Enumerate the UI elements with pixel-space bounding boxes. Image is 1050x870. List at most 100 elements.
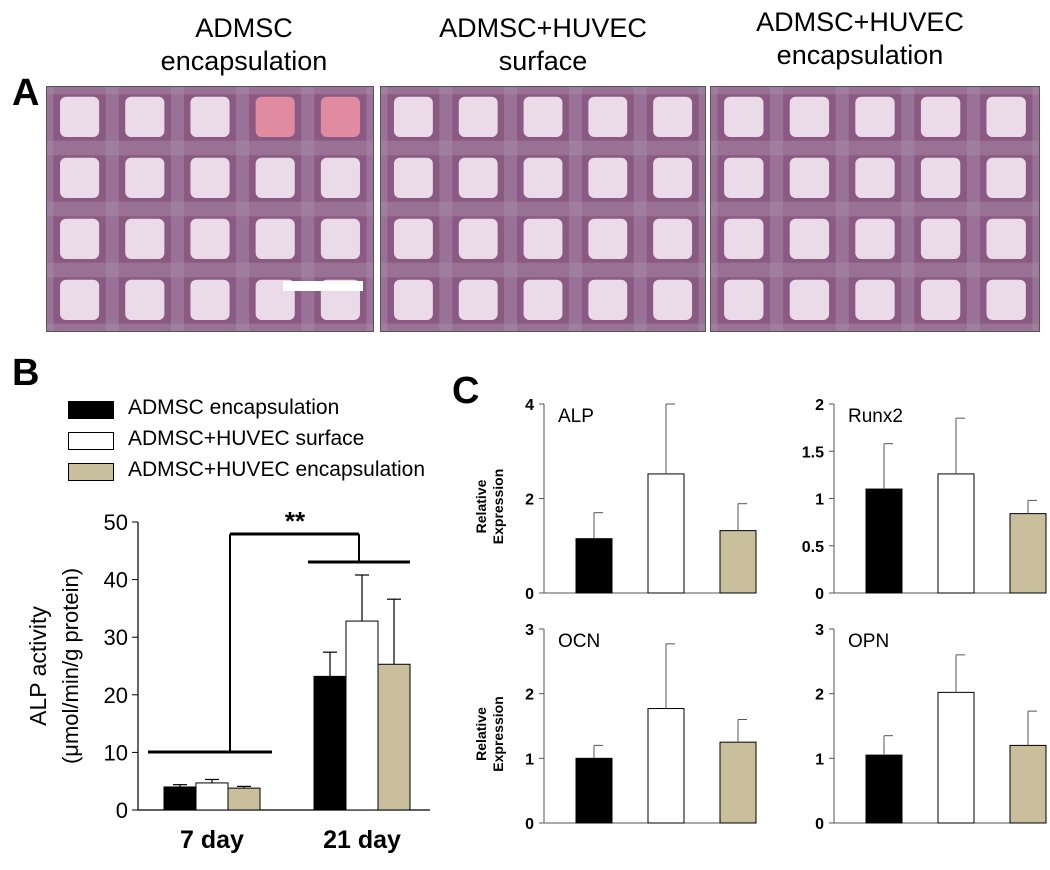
y-tick-label: 0 [116, 798, 128, 823]
scaffold-pore [653, 279, 693, 321]
scaffold-pore [125, 218, 165, 260]
scaffold-pore [60, 96, 100, 138]
runx2-expression-chart: 0 0.5 1 1.5 2 Runx2 [802, 397, 1047, 603]
legend-item-surface: ADMSC+HUVEC surface [66, 426, 486, 456]
scaffold-pore [588, 96, 628, 138]
chart-title: ALP [558, 406, 594, 427]
scaffold-pore [60, 279, 100, 321]
scaffold-pore [523, 96, 563, 138]
chart-title: Runx2 [848, 406, 903, 427]
scaffold-pore [458, 218, 498, 260]
legend: ADMSC encapsulation ADMSC+HUVEC surface … [66, 395, 486, 491]
bar [719, 530, 757, 594]
bar [647, 473, 685, 594]
legend-swatch [68, 463, 114, 481]
bar [647, 708, 685, 824]
scaffold-pore [986, 279, 1026, 321]
significance-marker: ** [285, 506, 306, 536]
y-tick-label: 1.5 [802, 444, 824, 461]
image-title-2-line2: surface [498, 46, 588, 76]
scaffold-pore [523, 157, 563, 199]
micrograph-admsc-huvec-encapsulation [710, 86, 1040, 332]
bar [377, 663, 411, 811]
y-axis-label: Expression [490, 469, 506, 544]
y-tick-label: 4 [525, 397, 534, 414]
scaffold-pore [789, 218, 830, 260]
scaffold-grid-image [47, 87, 373, 331]
y-axis-label: Expression [490, 696, 506, 771]
y-tick-label: 50 [104, 510, 128, 535]
alp-expression-chart: 0 2 4 ALP Relative Expression [473, 397, 757, 603]
scaffold-strut-horizontal [711, 87, 1039, 95]
x-tick-label: 21 day [323, 826, 401, 854]
image-title-1-line1: ADMSC [195, 13, 293, 43]
scaffold-pore [653, 157, 693, 199]
scaffold-pore [724, 157, 764, 199]
bar [937, 691, 975, 824]
micrograph-admsc-huvec-surface [380, 86, 706, 332]
image-title-2-line1: ADMSC+HUVEC [439, 13, 647, 43]
scaffold-strut-horizontal [381, 201, 705, 217]
scaffold-pore [789, 96, 830, 138]
scaffold-pore [125, 279, 165, 321]
scaffold-pore [393, 157, 433, 199]
scaffold-pore [920, 157, 961, 199]
y-tick-label: 40 [104, 568, 128, 593]
y-tick-label: 2 [815, 397, 824, 414]
scaffold-pore [458, 279, 498, 321]
y-tick-label: 0 [525, 816, 534, 833]
bar [195, 782, 229, 811]
scaffold-pore [588, 157, 628, 199]
scaffold-strut-horizontal [47, 140, 373, 156]
legend-item-encap: ADMSC+HUVEC encapsulation [66, 457, 486, 487]
y-tick-label: 2 [525, 687, 534, 704]
image-title-2: ADMSC+HUVEC surface [393, 12, 693, 78]
scale-bar [283, 281, 363, 291]
scaffold-strut-horizontal [47, 87, 373, 95]
scaffold-pore [190, 279, 230, 321]
scaffold-pore [320, 96, 360, 138]
image-title-1: ADMSC encapsulation [94, 12, 394, 78]
image-title-3-line1: ADMSC+HUVEC [756, 7, 964, 37]
scaffold-strut-horizontal [381, 140, 705, 156]
scaffold-pore [724, 279, 764, 321]
bar [865, 754, 903, 824]
x-tick-label: 7 day [180, 826, 244, 854]
scaffold-pore [724, 218, 764, 260]
bar [865, 488, 903, 594]
y-tick-label: 0.5 [802, 539, 824, 556]
scaffold-pore [190, 218, 230, 260]
scaffold-pore [653, 96, 693, 138]
y-axis-label-units: (μmol/min/g protein) [58, 568, 83, 764]
scaffold-strut-horizontal [47, 262, 373, 278]
scaffold-pore [789, 279, 830, 321]
y-axis-label: Relative [473, 707, 489, 761]
scaffold-pore [320, 218, 360, 260]
scaffold-strut-horizontal [711, 140, 1039, 156]
scaffold-pore [986, 96, 1026, 138]
image-title-3: ADMSC+HUVEC encapsulation [710, 6, 1010, 72]
bar [1009, 513, 1047, 594]
chart-title: OPN [848, 631, 889, 652]
scaffold-pore [393, 218, 433, 260]
scaffold-strut-horizontal [381, 87, 705, 95]
y-tick-label: 0 [815, 586, 824, 603]
bar [313, 675, 347, 811]
scaffold-pore [320, 157, 360, 199]
scaffold-pore [60, 218, 100, 260]
scaffold-pore [255, 96, 295, 138]
scaffold-pore [60, 157, 100, 199]
bar [575, 538, 613, 594]
panel-label-a: A [12, 72, 40, 114]
scaffold-pore [855, 218, 895, 260]
bar [937, 473, 975, 594]
scaffold-pore [393, 279, 433, 321]
scaffold-grid-image [381, 87, 705, 331]
scaffold-pore [190, 157, 230, 199]
scaffold-pore [789, 157, 830, 199]
y-tick-label: 30 [104, 625, 128, 650]
bar [1009, 744, 1047, 824]
image-title-1-line2: encapsulation [160, 46, 328, 76]
scaffold-pore [190, 96, 230, 138]
y-tick-label: 1 [815, 492, 824, 509]
